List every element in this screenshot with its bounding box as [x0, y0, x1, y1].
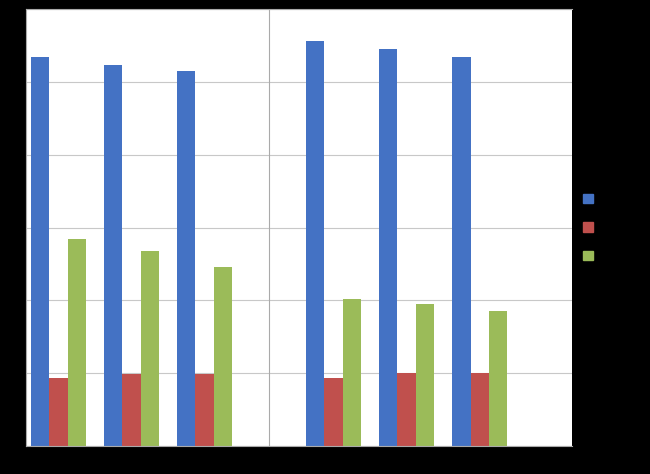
Bar	[196, 374, 214, 446]
Bar	[489, 311, 507, 446]
Bar	[343, 299, 361, 446]
Bar	[104, 65, 122, 446]
Legend: , , : , ,	[583, 194, 602, 261]
Bar	[306, 41, 324, 446]
Bar	[416, 304, 434, 446]
Bar	[68, 239, 86, 446]
Bar	[140, 251, 159, 446]
Bar	[471, 373, 489, 446]
Bar	[452, 57, 471, 446]
Bar	[49, 378, 68, 446]
Bar	[397, 373, 416, 446]
Bar	[324, 378, 343, 446]
Bar	[31, 57, 49, 446]
Bar	[214, 267, 232, 446]
Bar	[379, 49, 397, 446]
Bar	[177, 71, 196, 446]
Bar	[122, 374, 140, 446]
